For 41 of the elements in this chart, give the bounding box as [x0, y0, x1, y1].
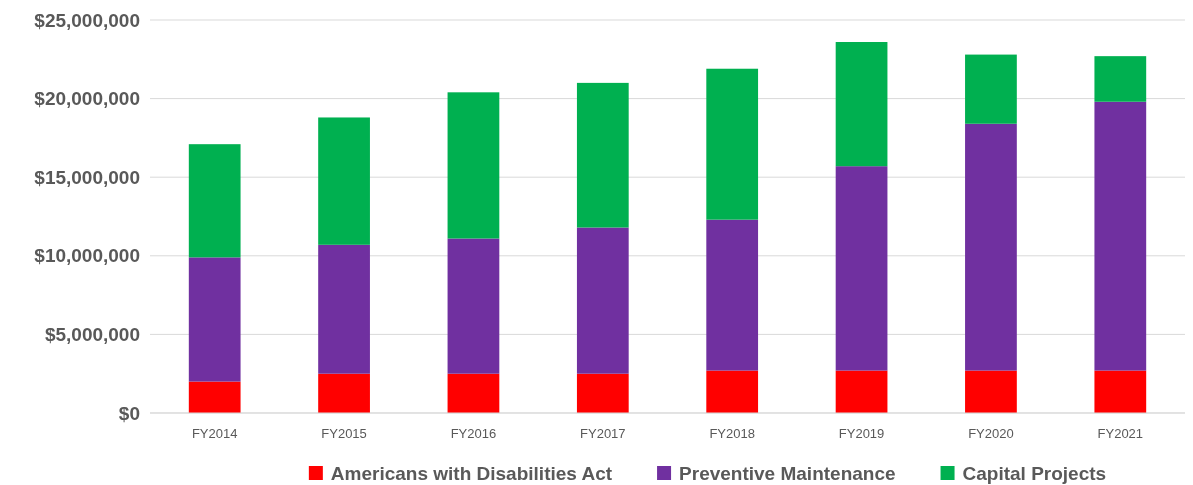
x-tick-label: FY2015	[321, 426, 367, 442]
bar	[576, 373, 629, 413]
x-tick-label: FY2018	[709, 426, 755, 442]
y-tick-label: $15,000,000	[34, 166, 140, 188]
x-tick-label: FY2021	[1097, 426, 1144, 442]
bar	[1094, 56, 1147, 102]
bar	[576, 227, 629, 374]
bar	[447, 373, 500, 413]
bar	[318, 117, 370, 245]
bar	[447, 238, 500, 374]
y-tick-label: $10,000,000	[34, 245, 140, 267]
bar	[706, 370, 759, 413]
legend-label: Preventive Maintenance	[679, 463, 896, 484]
legend-label: Capital Projects	[962, 463, 1107, 484]
bar	[835, 166, 888, 371]
bar	[1094, 370, 1147, 413]
bar	[706, 219, 759, 371]
bar	[318, 244, 370, 374]
x-tick-label: FY2017	[580, 426, 626, 442]
bar	[706, 68, 759, 220]
bar	[1094, 101, 1147, 371]
y-tick-label: $25,000,000	[34, 9, 140, 31]
bar	[447, 92, 500, 239]
bar	[188, 257, 241, 382]
bar	[965, 54, 1017, 124]
bar	[318, 373, 370, 413]
bar	[188, 144, 241, 258]
y-tick-label: $20,000,000	[34, 88, 140, 110]
x-tick-label: FY2020	[968, 426, 1014, 442]
y-tick-label: $0	[118, 402, 140, 424]
bar	[188, 381, 241, 413]
y-tick-label: $5,000,000	[44, 323, 140, 345]
bar	[835, 370, 888, 413]
x-tick-label: FY2014	[191, 426, 238, 442]
bar	[965, 123, 1017, 371]
x-tick-label: FY2016	[450, 426, 497, 442]
x-tick-label: FY2019	[838, 426, 885, 442]
bar	[835, 42, 888, 167]
legend-label: Americans with Disabilities Act	[330, 463, 613, 484]
bar	[965, 370, 1017, 413]
bar	[576, 82, 629, 228]
